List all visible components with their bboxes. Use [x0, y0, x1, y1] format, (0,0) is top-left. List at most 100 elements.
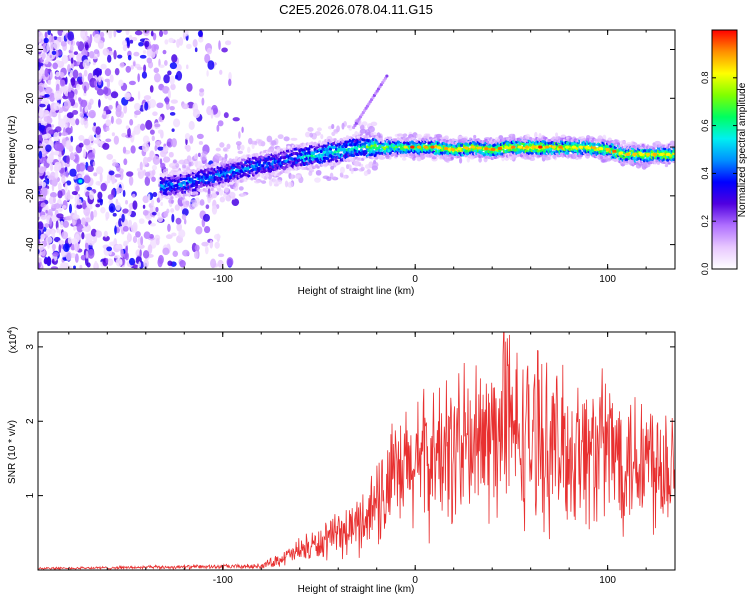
heatmap-cell — [265, 174, 269, 178]
heatmap-cell — [105, 119, 112, 127]
heatmap-cell — [396, 133, 404, 137]
heatmap-cell — [53, 40, 60, 50]
heatmap-cell — [214, 241, 220, 249]
heatmap-cell — [70, 252, 76, 259]
heatmap-cell — [370, 121, 378, 127]
heatmap-cell — [346, 125, 351, 129]
heatmap-cell — [555, 132, 559, 138]
heatmap-cell — [99, 31, 105, 38]
heatmap-cell — [95, 126, 102, 135]
heatmap-cell — [151, 176, 156, 182]
colorbar-ticks: 0.00.20.40.60.8 — [700, 72, 737, 275]
heatmap-cell — [83, 69, 88, 77]
heatmap-cell — [142, 135, 150, 144]
colorbar-tick-label: 0.8 — [700, 72, 710, 85]
heatmap-cell — [115, 187, 124, 193]
heatmap-cell — [45, 228, 51, 237]
heatmap-cell — [612, 140, 616, 144]
heatmap-cell — [130, 65, 135, 70]
heatmap-cell — [156, 102, 164, 109]
heatmap-cell — [61, 31, 66, 36]
heatmap-cell — [60, 79, 66, 88]
heatmap-cell — [538, 133, 542, 140]
heatmap-cell — [93, 80, 97, 87]
heatmap-cell — [38, 257, 42, 263]
heatmap-cell — [347, 158, 351, 163]
heatmap-cell — [84, 120, 89, 129]
spectrogram-xtick-label: -100 — [213, 274, 233, 285]
heatmap-cell — [200, 154, 207, 161]
heatmap-cell — [287, 145, 291, 149]
heatmap-cell — [171, 128, 175, 132]
heatmap-cell — [284, 180, 289, 188]
heatmap-cell — [65, 170, 69, 178]
heatmap-cell — [114, 225, 117, 235]
heatmap-cell — [465, 152, 470, 156]
heatmap-cell — [268, 179, 273, 187]
heatmap-cell — [71, 191, 78, 196]
heatmap-cell — [223, 112, 229, 119]
heatmap-cell — [159, 30, 164, 38]
heatmap-cell — [309, 132, 314, 138]
heatmap-cell — [346, 164, 352, 170]
heatmap-cell — [83, 207, 91, 217]
heatmap-cell — [83, 85, 87, 94]
heatmap-cell — [240, 193, 247, 197]
heatmap-cell — [250, 171, 254, 175]
heatmap-cell — [98, 98, 101, 108]
heatmap-cell — [57, 240, 65, 245]
heatmap-cell — [53, 196, 56, 204]
heatmap-cell — [67, 92, 74, 102]
heatmap-cell — [213, 161, 217, 166]
heatmap-cell — [114, 254, 120, 259]
heatmap-cell — [62, 220, 70, 228]
heatmap-cell — [226, 143, 231, 150]
heatmap-cell — [128, 257, 136, 266]
heatmap-cell — [40, 233, 46, 240]
heatmap-cell — [618, 151, 624, 155]
heatmap-cell — [639, 152, 644, 156]
heatmap-cell — [459, 157, 463, 164]
heatmap-cell — [103, 86, 109, 95]
heatmap-cell — [238, 166, 242, 170]
heatmap-cell — [171, 138, 177, 148]
heatmap-cell — [118, 79, 124, 87]
heatmap-cell — [333, 138, 337, 142]
heatmap-cell — [82, 199, 87, 210]
heatmap-cell — [375, 156, 379, 160]
heatmap-cell — [423, 145, 428, 149]
heatmap-cell — [89, 190, 95, 200]
heatmap-cell — [170, 208, 175, 213]
heatmap-cell — [143, 30, 150, 34]
heatmap-cell — [410, 145, 415, 149]
heatmap-cell — [308, 171, 313, 176]
heatmap-cell — [189, 135, 194, 144]
heatmap-cell — [106, 173, 111, 184]
heatmap-cell — [151, 164, 157, 171]
heatmap-cell — [44, 86, 53, 95]
heatmap-cell — [190, 199, 197, 203]
heatmap-cell — [49, 110, 53, 118]
heatmap-cell — [307, 127, 314, 132]
heatmap-cell — [225, 182, 229, 186]
heatmap-cell — [58, 207, 63, 212]
heatmap-cell — [121, 39, 127, 47]
heatmap-cell — [168, 266, 173, 269]
heatmap-cell — [105, 126, 110, 132]
heatmap-cell — [504, 146, 509, 150]
heatmap-cell — [179, 183, 183, 188]
heatmap-cell — [113, 30, 117, 38]
heatmap-cell — [47, 30, 52, 36]
heatmap-cell — [543, 156, 551, 161]
heatmap-cell — [669, 140, 675, 146]
heatmap-cell — [72, 69, 79, 79]
heatmap-cell — [133, 51, 140, 57]
heatmap-cell — [149, 129, 155, 135]
heatmap-cell — [51, 258, 55, 264]
heatmap-cell — [194, 191, 199, 195]
spectrogram-xtick-label: 100 — [599, 274, 616, 285]
heatmap-cell — [52, 252, 59, 257]
heatmap-cell — [166, 208, 170, 214]
heatmap-cell — [325, 156, 330, 161]
